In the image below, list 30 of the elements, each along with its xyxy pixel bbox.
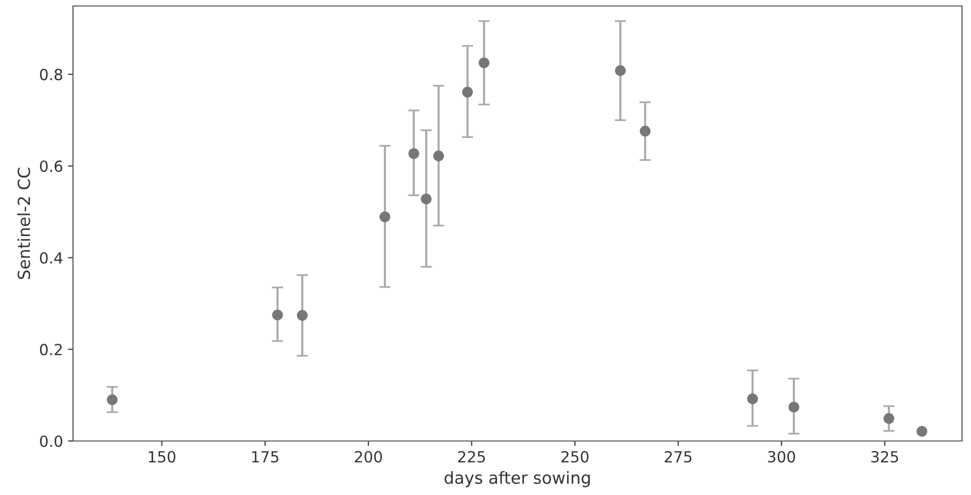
- point: [420, 194, 432, 204]
- x-tick-label: 150: [148, 450, 176, 463]
- y-tick-label: 0.6: [40, 160, 62, 172]
- x-tick-label: 325: [871, 450, 898, 463]
- point: [884, 413, 894, 424]
- point: [433, 150, 444, 162]
- y-tick-label: 0.4: [40, 252, 62, 264]
- y-tick-label: 0.0: [40, 435, 62, 448]
- x-tick-label: 225: [458, 450, 485, 463]
- point: [380, 211, 390, 222]
- point: [640, 126, 651, 137]
- x-tick-label: 200: [354, 450, 382, 463]
- point: [462, 86, 473, 98]
- point: [272, 310, 283, 320]
- point: [408, 148, 420, 159]
- y-tick-label: 0.8: [40, 68, 62, 80]
- point: [106, 394, 118, 406]
- y-axis-title: Sentinel-2 CC: [17, 168, 30, 279]
- point: [788, 402, 800, 412]
- x-tick-label: 250: [561, 450, 588, 463]
- point: [478, 57, 490, 68]
- point: [614, 65, 626, 76]
- x-tick-label: 300: [768, 450, 796, 463]
- point: [296, 310, 308, 321]
- x-axis-title: days after sowing: [444, 471, 590, 488]
- point: [747, 393, 758, 404]
- point: [916, 426, 928, 437]
- x-tick-label: 275: [664, 450, 692, 463]
- x-tick-label: 175: [252, 451, 278, 463]
- y-tick-label: 0.2: [40, 344, 62, 356]
